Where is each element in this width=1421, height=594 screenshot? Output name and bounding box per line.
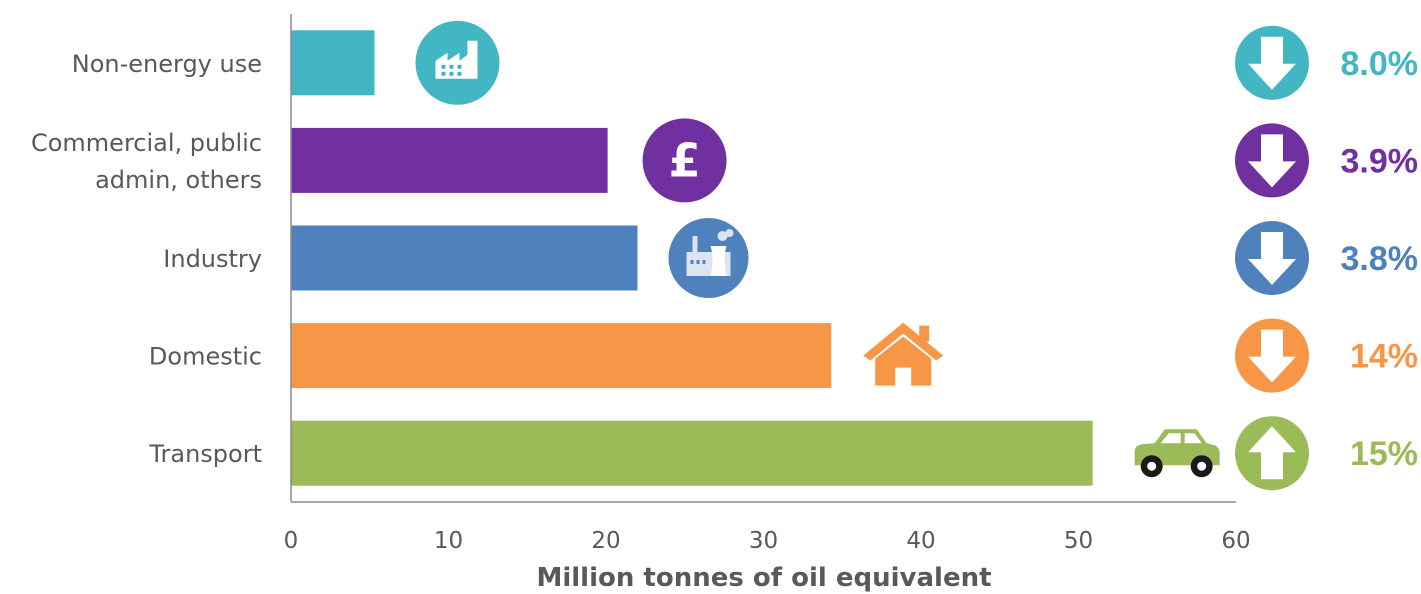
car-icon: [1134, 429, 1220, 478]
category-icons: £: [415, 20, 1220, 478]
arrow-up-icon: [1235, 416, 1309, 491]
x-tick-label: 20: [591, 528, 620, 554]
arrow-down-icon: [1235, 221, 1309, 295]
x-axis-title: Million tonnes of oil equivalent: [536, 563, 991, 593]
bars-group: [291, 30, 1093, 486]
category-label: Industry: [163, 245, 262, 273]
category-labels: Non-energy use Commercial, public admin, o…: [31, 50, 262, 468]
bar: [291, 127, 608, 193]
change-label: 3.9%: [1341, 142, 1419, 180]
category-label: Non-energy use: [72, 50, 262, 78]
svg-text:£: £: [669, 133, 701, 187]
x-tick-label: 10: [434, 528, 463, 554]
x-tick-label: 40: [906, 528, 935, 554]
change-label: 8.0%: [1341, 45, 1419, 83]
bar: [291, 225, 638, 291]
category-label: Transport: [148, 440, 262, 468]
x-tick-label: 30: [749, 528, 778, 554]
bar: [291, 30, 375, 96]
factory-icon: [415, 20, 500, 105]
change-label: 3.8%: [1341, 240, 1419, 278]
bar: [291, 323, 832, 389]
x-tick-labels: 0 10 20 30 40 50 60: [284, 528, 1251, 554]
change-label: 14%: [1350, 338, 1418, 376]
arrow-down-icon: [1235, 123, 1309, 198]
bar: [291, 420, 1093, 486]
power-plant-icon: [668, 218, 749, 298]
pound-icon: £: [642, 118, 727, 203]
arrow-down-icon: [1235, 318, 1309, 393]
x-tick-label: 50: [1064, 528, 1093, 554]
change-label: 15%: [1350, 435, 1418, 473]
category-label: Domestic: [149, 343, 262, 371]
x-tick-label: 60: [1221, 528, 1250, 554]
change-indicators: 8.0% 3.9% 3.8% 14% 15%: [1235, 25, 1419, 491]
category-label: Commercial, public admin, others: [31, 129, 262, 194]
arrow-down-icon: [1235, 25, 1309, 100]
house-icon: [863, 322, 944, 386]
x-tick-label: 0: [284, 528, 299, 554]
